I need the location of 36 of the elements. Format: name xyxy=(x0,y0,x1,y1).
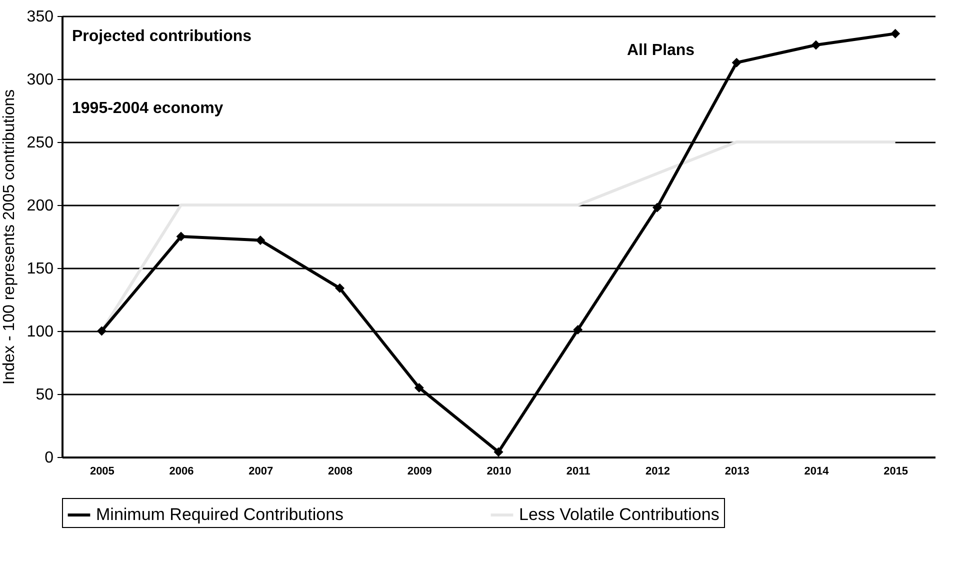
annotation: Projected contributions xyxy=(72,28,252,45)
x-tick-label: 2006 xyxy=(169,466,194,478)
x-tick-label: 2007 xyxy=(248,466,274,478)
y-tick-label: 200 xyxy=(26,198,54,214)
x-tick-label: 2011 xyxy=(566,466,590,478)
point xyxy=(652,202,662,212)
annotation: All Plans xyxy=(627,42,695,59)
point xyxy=(890,28,900,38)
x-tick-label: 2014 xyxy=(804,466,830,478)
y-axis-title: Index - 100 represents 2005 contributions xyxy=(0,89,18,385)
point xyxy=(494,447,504,457)
point xyxy=(335,283,345,293)
y-tick-label: 150 xyxy=(26,260,54,278)
legend-label: Minimum Required Contributions xyxy=(96,505,344,524)
y-tick-label: 50 xyxy=(36,386,54,404)
x-tick-label: 2010 xyxy=(486,466,512,478)
x-tick-label: 2008 xyxy=(328,466,353,478)
point xyxy=(176,232,186,242)
x-tick-label: 2009 xyxy=(407,466,432,478)
y-tick-label: 300 xyxy=(26,72,54,88)
point xyxy=(811,40,821,50)
point xyxy=(256,236,266,246)
x-tick-label: 2005 xyxy=(90,466,114,478)
y-tick-label: 250 xyxy=(26,134,54,152)
point xyxy=(96,326,106,336)
y-tick-label: 100 xyxy=(26,324,54,340)
annotation: 1995-2004 economy xyxy=(72,100,224,117)
legend-label: Less Volatile Contributions xyxy=(519,505,720,524)
y-tick-label: 350 xyxy=(26,8,54,26)
x-tick-label: 2012 xyxy=(645,466,670,478)
y-tick-label: 0 xyxy=(44,450,54,466)
point xyxy=(732,58,742,68)
point xyxy=(414,382,424,392)
x-tick-label: 2013 xyxy=(724,466,750,478)
x-tick-label: 2015 xyxy=(884,466,908,478)
point xyxy=(573,324,583,334)
